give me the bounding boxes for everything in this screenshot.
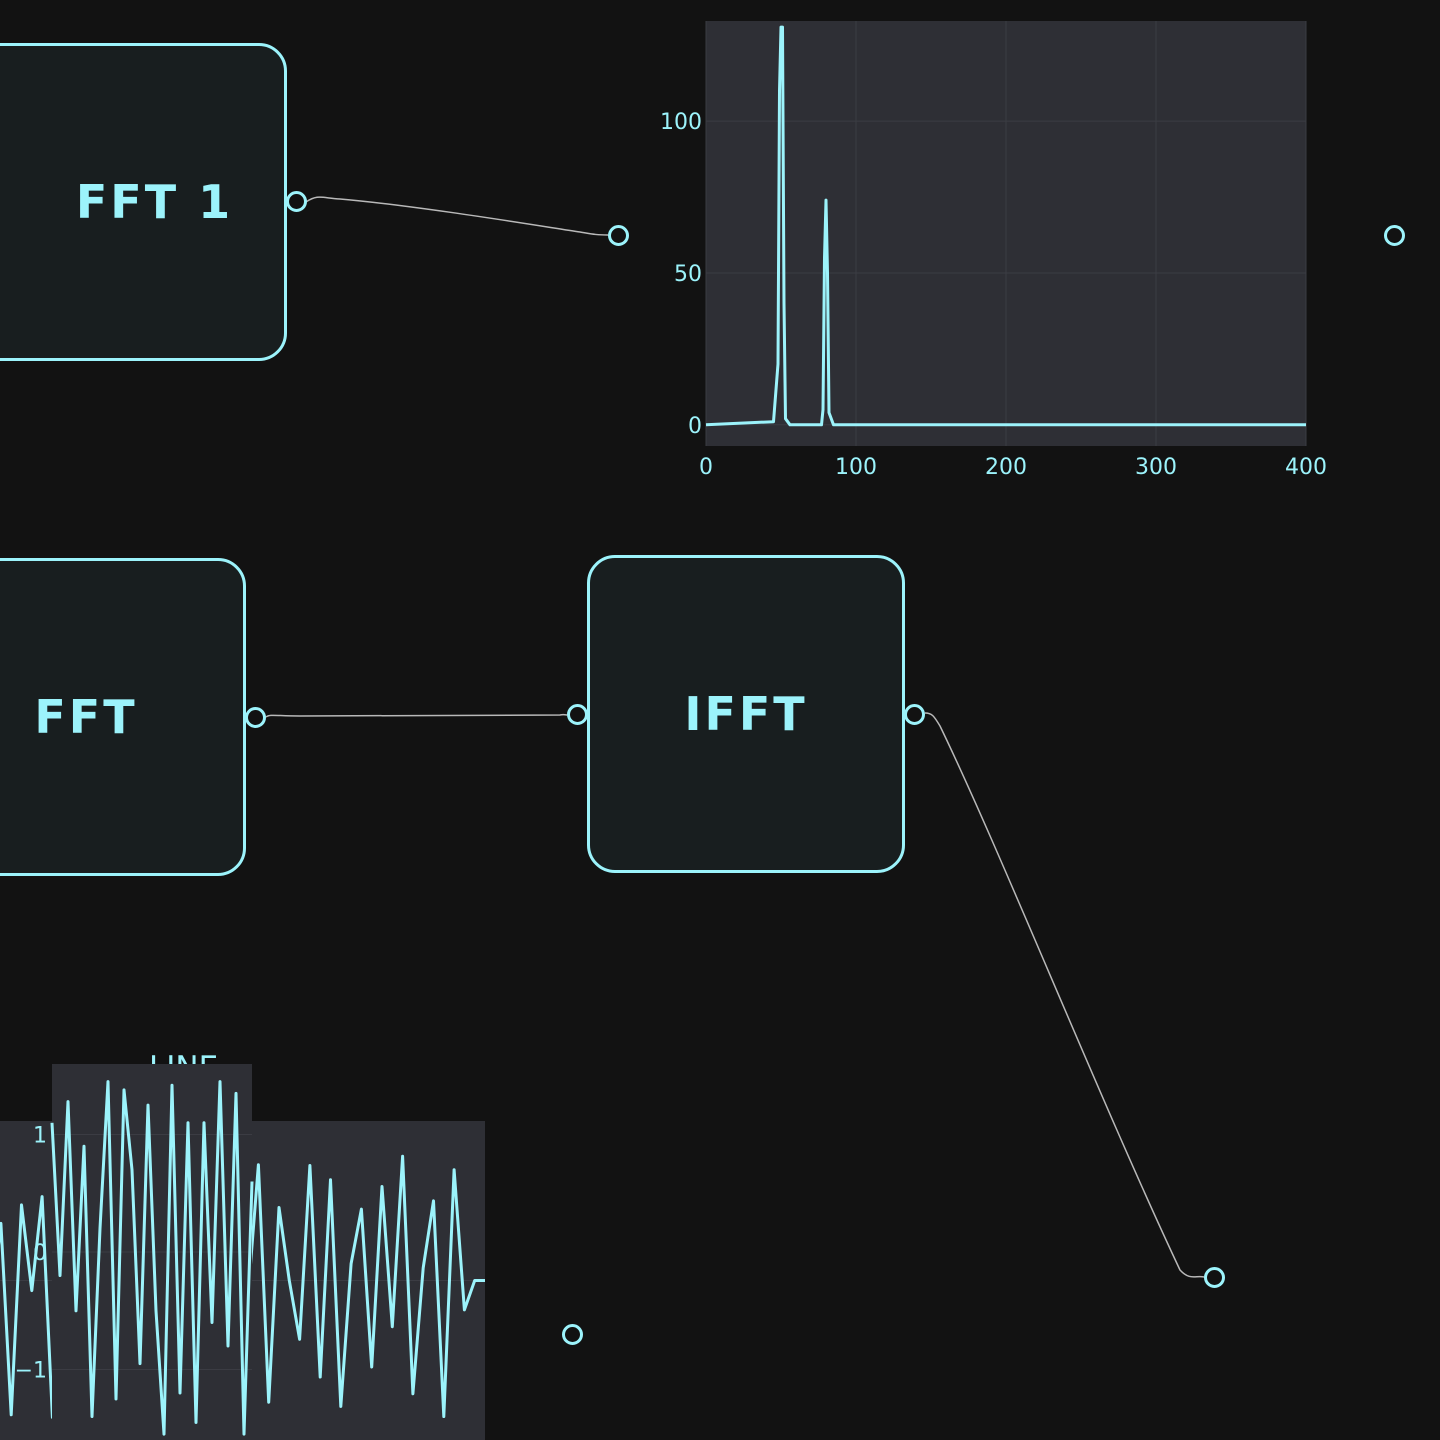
wire-ifft-to-output[interactable] — [924, 712, 1205, 1278]
spectrum-y-tick-label: 50 — [674, 262, 702, 287]
ifft-output-y-tick-label: 0 — [33, 1241, 47, 1266]
spectrum-x-tick-label: 100 — [835, 455, 877, 480]
spectrum-input-port[interactable] — [608, 225, 629, 246]
ifft-output-y-tick-label: 1 — [33, 1124, 47, 1149]
spectrum-output-port[interactable] — [1384, 225, 1405, 246]
ifft-node[interactable]: IFFT — [587, 555, 905, 873]
spectrum-chart: 0 100 200 300 400 0 50 100 — [660, 21, 1327, 480]
fft1-output-port[interactable] — [286, 191, 307, 212]
spectrum-x-tick-label: 0 — [699, 455, 713, 480]
ifft-output-series-line — [50, 1080, 254, 1436]
spectrum-plot[interactable]: 0 100 200 300 400 0 50 100 — [0, 0, 1440, 500]
ifft-output-port[interactable] — [904, 704, 925, 725]
fft-output-port[interactable] — [245, 707, 266, 728]
fft-node-title: FFT — [34, 690, 138, 744]
ifft-output-y-tick-label: −1 — [15, 1359, 47, 1384]
wire-fft-to-ifft[interactable] — [265, 713, 568, 718]
spectrum-y-tick-label: 0 — [688, 414, 702, 439]
fft1-node-title: FFT 1 — [75, 175, 234, 229]
spectrum-x-tick-label: 200 — [985, 455, 1027, 480]
ifft-node-title: IFFT — [684, 687, 808, 741]
ifft-output-plot[interactable]: −1 0 1 — [15, 1040, 1440, 1440]
output-plot-input-port[interactable] — [1204, 1267, 1225, 1288]
spectrum-series-line — [705, 25, 1306, 427]
ifft-output-chart: −1 0 1 — [15, 1064, 254, 1440]
ifft-input-port[interactable] — [567, 704, 588, 725]
fft1-node[interactable]: FFT 1 — [0, 43, 287, 361]
spectrum-x-tick-label: 400 — [1285, 455, 1327, 480]
fft-node[interactable]: FFT — [0, 558, 246, 876]
spectrum-x-tick-label: 300 — [1135, 455, 1177, 480]
spectrum-y-tick-label: 100 — [660, 110, 702, 135]
line-output-port[interactable] — [562, 1324, 583, 1345]
